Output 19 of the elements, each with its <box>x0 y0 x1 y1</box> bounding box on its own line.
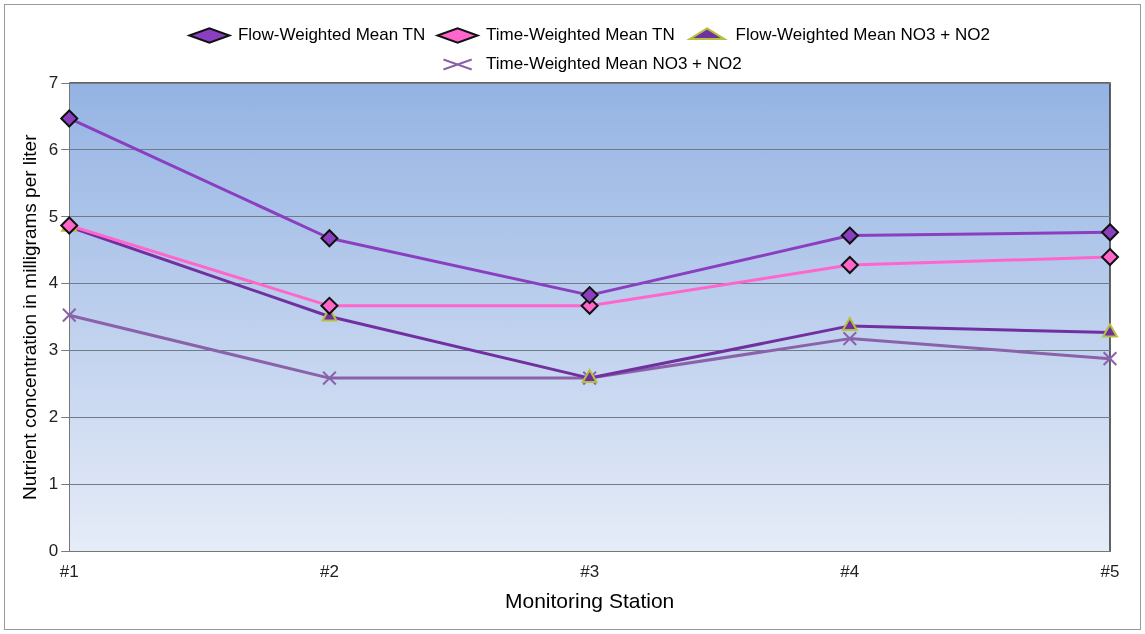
x-tick-label: #5 <box>1100 562 1120 582</box>
x-tick-label: #2 <box>319 562 339 582</box>
y-axis-title: Nutrient concentration in milligrams per liter <box>18 133 40 500</box>
x-tick-label: #4 <box>840 562 860 582</box>
x-tick-label: #3 <box>580 562 600 582</box>
legend-label: Flow-Weighted Mean TN <box>237 25 426 45</box>
legend-label: Time-Weighted Mean TN <box>486 25 675 45</box>
x-tick-label: #1 <box>59 562 79 582</box>
legend-label: Time-Weighted Mean NO3 + NO2 <box>486 54 742 74</box>
y-tick-label: 7 <box>48 72 59 92</box>
y-tick-label: 1 <box>48 474 59 494</box>
y-tick-label: 3 <box>48 340 59 360</box>
legend-label: Flow-Weighted Mean NO3 + NO2 <box>735 25 990 45</box>
x-axis-title: Monitoring Station <box>504 589 675 613</box>
y-tick-label: 6 <box>48 139 59 159</box>
y-tick-label: 2 <box>48 407 59 427</box>
y-tick-label: 5 <box>48 206 59 226</box>
y-tick-label: 4 <box>48 273 59 293</box>
y-tick-label: 0 <box>48 541 59 561</box>
